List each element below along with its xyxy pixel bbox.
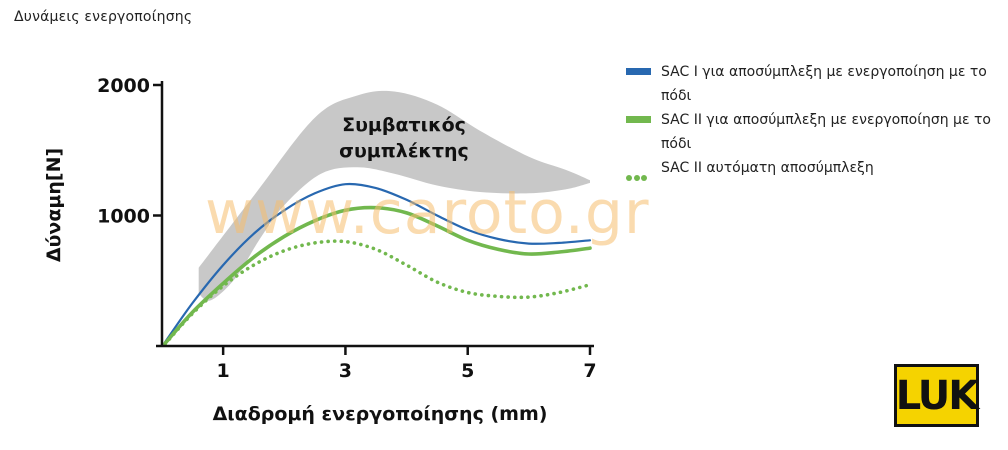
tick-labels: 1000 2000 1 3 5 7 (97, 75, 597, 382)
band-label-line2: συμπλέκτης (339, 140, 469, 162)
x-tick-label: 7 (583, 360, 596, 382)
series-layer (163, 182, 592, 346)
legend-swatch-green-line (626, 116, 651, 123)
x-tick-label: 1 (217, 360, 230, 382)
legend: SAC I για αποσύμπλεξη με ενεργοποίηση με… (626, 60, 996, 181)
x-tick-label: 3 (339, 360, 352, 382)
y-tick-label: 2000 (97, 75, 150, 97)
series-line-2 (163, 205, 592, 346)
legend-item-sac2-auto: SAC II αυτόματη αποσύμπλεξη (626, 156, 996, 181)
series-line-3 (163, 239, 592, 346)
logo-text: LUK (895, 372, 980, 419)
conventional-clutch-band (198, 90, 590, 301)
luk-logo: LUK (894, 364, 979, 427)
legend-label: SAC II αυτόματη αποσύμπλεξη (661, 160, 874, 176)
x-tick-label: 5 (461, 360, 474, 382)
legend-item-sac1-foot: SAC I για αποσύμπλεξη με ενεργοποίηση με… (626, 60, 996, 108)
legend-swatch-blue-line (626, 68, 651, 75)
x-axis-label: Διαδρομή ενεργοποίησης (mm) (213, 403, 548, 425)
watermark: www.caroto.gr (205, 178, 650, 248)
page-title: Δυνάμεις ενεργοποίησης (14, 9, 193, 25)
y-tick-label: 1000 (97, 206, 150, 228)
legend-label: SAC I για αποσύμπλεξη με ενεργοποίηση με… (661, 64, 987, 104)
band-label-line1: Συμβατικός (342, 114, 466, 136)
legend-item-sac2-foot: SAC II για αποσύμπλεξη με ενεργοποίηση μ… (626, 108, 996, 156)
series-line-1 (164, 182, 592, 344)
legend-swatch-green-dots (626, 165, 651, 181)
y-axis-label: Δύναμη[N] (43, 148, 65, 262)
axes (153, 81, 594, 355)
band-area (198, 90, 590, 301)
legend-label: SAC II για αποσύμπλεξη με ενεργοποίηση μ… (661, 112, 991, 152)
